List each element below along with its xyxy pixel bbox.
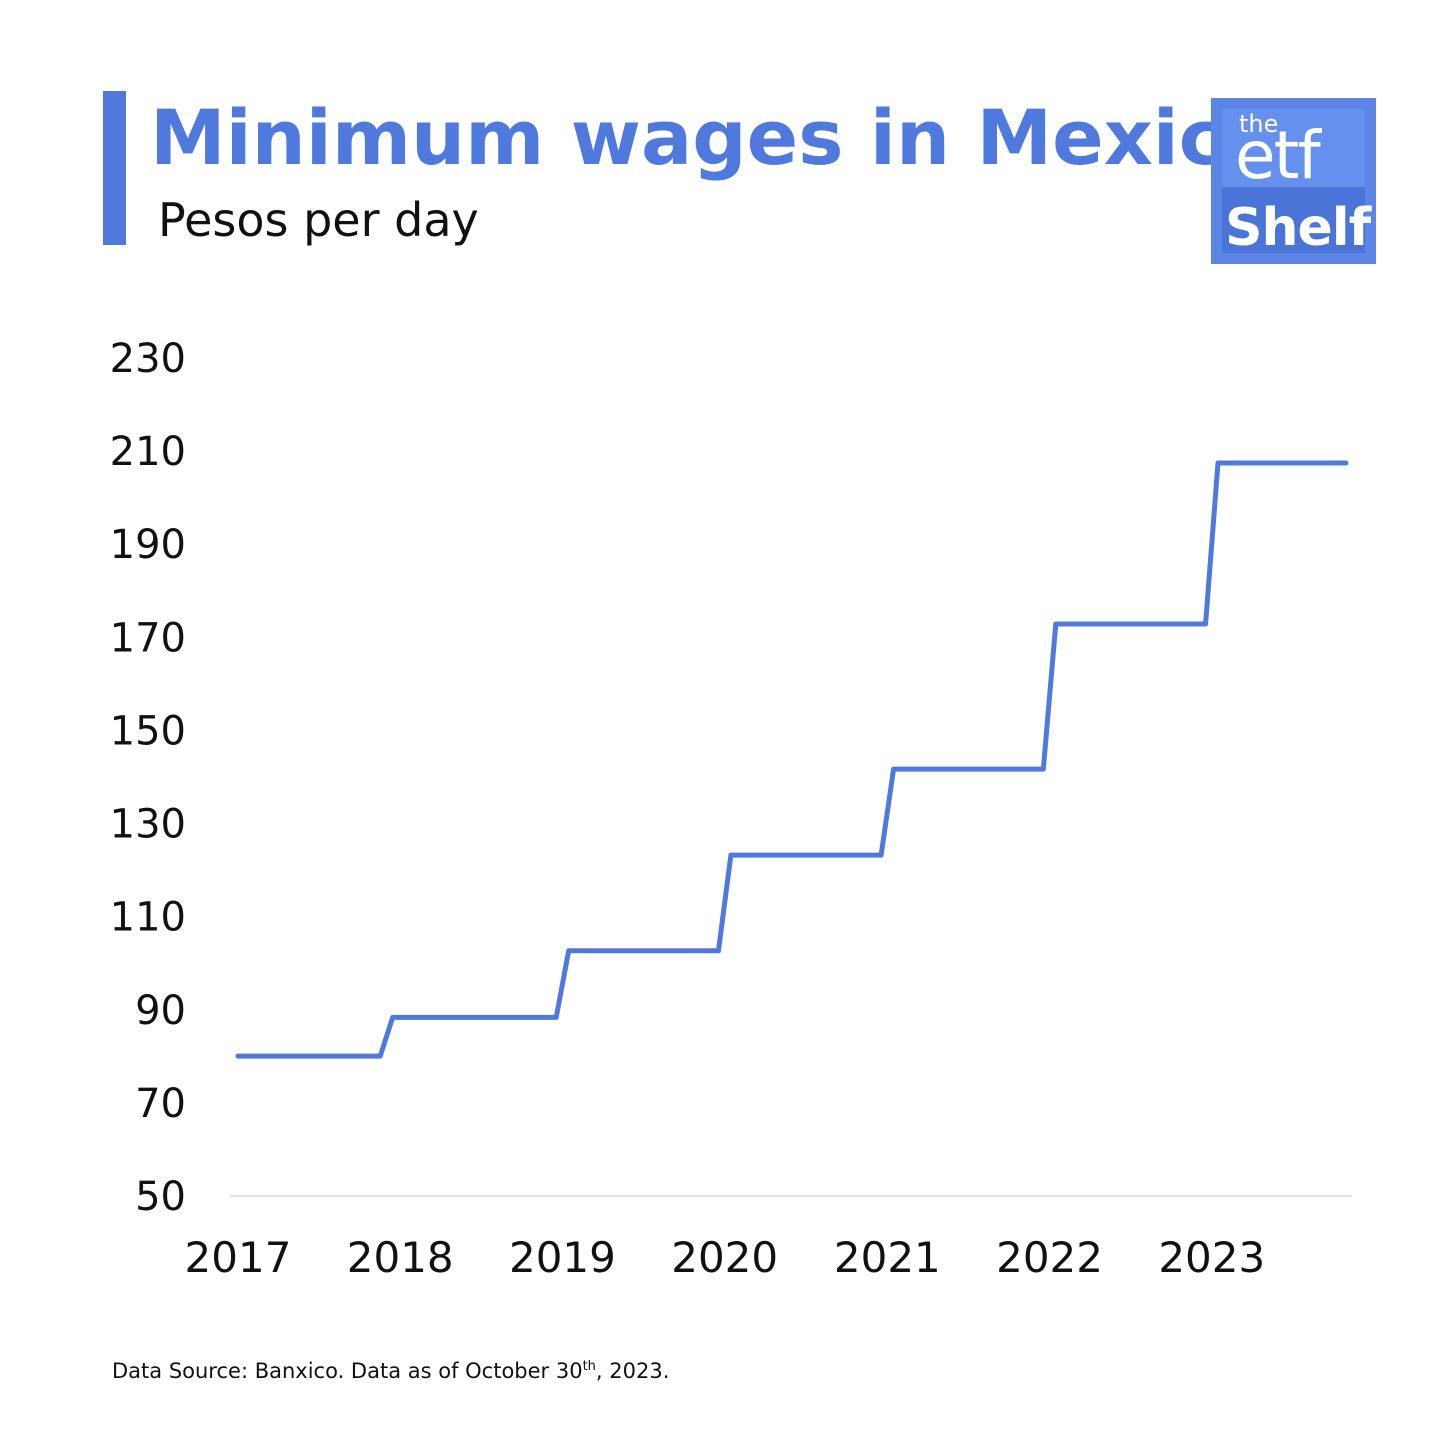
- y-tick-label: 90: [135, 988, 186, 1034]
- x-tick-label: 2021: [834, 1233, 941, 1282]
- x-tick-label: 2022: [996, 1233, 1103, 1282]
- y-tick-label: 50: [135, 1174, 186, 1220]
- y-tick-label: 70: [135, 1081, 186, 1127]
- logo-top-panel: [1222, 109, 1365, 187]
- series-line: [235, 460, 1349, 1059]
- y-tick-label: 190: [110, 522, 186, 568]
- y-tick-label: 150: [110, 708, 186, 754]
- x-tick-label: 2023: [1158, 1233, 1265, 1282]
- x-tick-label: 2020: [671, 1233, 778, 1282]
- source-prefix: Data Source: Banxico. Data as of October…: [112, 1359, 583, 1383]
- chart-subtitle: Pesos per day: [158, 193, 479, 247]
- source-suffix: , 2023.: [595, 1359, 670, 1383]
- data-source-note: Data Source: Banxico. Data as of October…: [112, 1352, 669, 1386]
- y-axis-ticks: 230 210 190 170 150 130 110 90 70 50: [110, 336, 186, 1220]
- x-axis-ticks: 2017 2018 2019 2020 2021 2022 2023: [185, 1233, 1266, 1282]
- chart-title: Minimum wages in Mexico: [150, 93, 1277, 182]
- y-tick-label: 130: [110, 802, 186, 848]
- x-tick-label: 2018: [347, 1233, 454, 1282]
- x-tick-label: 2017: [185, 1233, 292, 1282]
- y-tick-label: 230: [110, 336, 186, 382]
- logo-text-etf: etf: [1235, 117, 1321, 194]
- logo-text-the: the: [1239, 110, 1279, 138]
- y-tick-label: 170: [110, 615, 186, 661]
- etf-shelf-logo: the etf Shelf: [1211, 98, 1376, 264]
- title-accent-bar: [103, 91, 126, 245]
- y-tick-label: 110: [110, 895, 186, 941]
- series-layer: [235, 460, 1349, 1059]
- source-superscript: th: [582, 1359, 596, 1374]
- x-tick-label: 2019: [509, 1233, 616, 1282]
- y-tick-label: 210: [110, 429, 186, 475]
- logo-text-shelf: Shelf: [1225, 198, 1371, 258]
